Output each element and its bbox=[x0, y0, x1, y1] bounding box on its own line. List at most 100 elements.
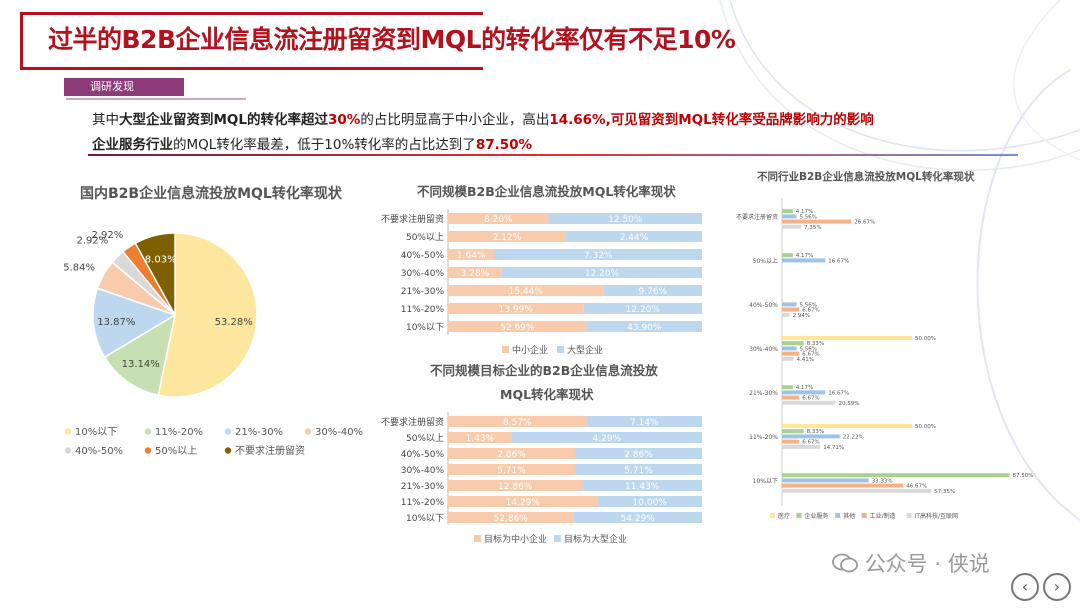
bar-IT高科技/互联网 bbox=[782, 400, 836, 405]
bar-其他 bbox=[782, 214, 797, 219]
pie-slice-1 bbox=[103, 313, 177, 397]
category-label: 不要求注册留资 bbox=[381, 213, 444, 225]
bar-IT高科技/互联网 bbox=[782, 488, 932, 493]
bar-工业/制造 bbox=[782, 351, 800, 356]
legend-label: 企业服务 bbox=[804, 512, 828, 520]
pie-data-label: 8.03% bbox=[145, 254, 177, 265]
legend-marker bbox=[64, 447, 72, 454]
legend-marker bbox=[554, 535, 561, 542]
bar-segment-目标为大型企业 bbox=[597, 496, 702, 507]
pie-slice-2 bbox=[92, 287, 177, 359]
legend-label: 工业/制造 bbox=[870, 512, 896, 520]
legend-label: 医疗 bbox=[778, 512, 790, 520]
category-label: 40%-50% bbox=[401, 251, 445, 261]
category-label: 不要求注册留资 bbox=[381, 416, 444, 428]
bar-data-label: 12.20% bbox=[626, 305, 661, 315]
legend-label: 中小企业 bbox=[512, 344, 548, 355]
page-title: 过半的B2B企业信息流注册留资到MQL的转化率仅有不足10% bbox=[48, 25, 736, 54]
bar-segment-目标为中小企业 bbox=[448, 432, 512, 443]
bar-工业/制造 bbox=[782, 307, 800, 312]
category-label: 30%-40% bbox=[401, 466, 445, 476]
pie-data-label: 2.92% bbox=[92, 230, 124, 241]
legend-marker bbox=[474, 535, 481, 542]
legend-label: 其他 bbox=[843, 512, 855, 520]
bar-segment-目标为大型企业 bbox=[573, 512, 702, 523]
bar-工业/制造 bbox=[782, 395, 800, 400]
bar-其他 bbox=[782, 258, 826, 263]
bar-data-label: 8.33% bbox=[807, 429, 824, 435]
category-label: 10%以下 bbox=[753, 478, 778, 485]
bar-data-label: 5.71% bbox=[624, 466, 653, 476]
category-label: 30%-40% bbox=[401, 269, 445, 279]
bar-其他 bbox=[782, 346, 797, 351]
bar-企业服务 bbox=[782, 341, 804, 346]
bar-segment-目标为大型企业 bbox=[582, 480, 702, 491]
bar-data-label: 11.43% bbox=[625, 482, 660, 492]
bar-data-label: 54.29% bbox=[621, 514, 656, 524]
prev-page-button[interactable]: ‹ bbox=[1011, 573, 1039, 601]
bar-segment-大型企业 bbox=[603, 285, 702, 296]
wechat-icon bbox=[832, 552, 858, 574]
summary-bold: 大型企业留资到MQL的转化率超过 bbox=[119, 112, 329, 128]
pie-data-label: 5.84% bbox=[63, 263, 95, 274]
legend-label: 11%-20% bbox=[155, 427, 203, 438]
category-label: 40%-50% bbox=[749, 302, 778, 309]
bar-segment-大型企业 bbox=[586, 321, 702, 332]
bar-data-label: 4.17% bbox=[796, 209, 813, 215]
industry-bar-chart: 不要求注册留资4.17%5.56%26.67%7.35%50%以上4.17%16… bbox=[736, 198, 1034, 520]
bar-IT高科技/互联网 bbox=[782, 444, 821, 449]
bar-data-label: 16.67% bbox=[828, 390, 849, 396]
bar-企业服务 bbox=[782, 473, 1010, 478]
bar-data-label: 14.29% bbox=[506, 498, 541, 508]
bar-data-label: 2.86% bbox=[497, 450, 526, 460]
legend-label: 大型企业 bbox=[567, 344, 603, 355]
bar-segment-目标为大型企业 bbox=[511, 432, 702, 443]
bar-医疗 bbox=[782, 424, 912, 428]
legend-marker bbox=[224, 447, 232, 454]
pie-slice-0 bbox=[157, 232, 258, 398]
category-label: 21%-30% bbox=[401, 287, 445, 297]
bar-data-label: 3.28% bbox=[461, 269, 490, 279]
bar-data-label: 20.59% bbox=[839, 401, 860, 407]
bar-segment-大型企业 bbox=[501, 267, 702, 278]
bar-企业服务 bbox=[782, 429, 804, 434]
summary-highlight: 87.50% bbox=[475, 137, 533, 153]
summary-text: 的占比明显高于中小企业，高出 bbox=[360, 112, 550, 128]
bar-segment-中小企业 bbox=[448, 213, 549, 224]
bar-工业/制造 bbox=[782, 219, 852, 224]
bar-工业/制造 bbox=[782, 439, 800, 444]
size-bar-chart: 不要求注册留资 8.20% 12.50% 50%以上 2.12% 2.44% 40%-50%… bbox=[381, 209, 702, 355]
target-bar-chart: 不要求注册留资 8.57% 7.14% 50%以上 1.43% 4.29% 40%-50% 2… bbox=[381, 412, 702, 545]
legend-marker bbox=[64, 428, 72, 435]
bar-其他 bbox=[782, 478, 869, 483]
bar-data-label: 2.44% bbox=[620, 233, 649, 243]
bar-data-label: 16.67% bbox=[828, 258, 849, 264]
bar-data-label: 87.50% bbox=[1013, 473, 1034, 479]
bar-data-label: 12.86% bbox=[498, 482, 533, 492]
bar-data-label: 13.99% bbox=[499, 305, 534, 315]
bar-其他 bbox=[782, 302, 797, 307]
summary-line-2: 企业服务行业的MQL转化率最差，低于10%转化率的占比达到了87.50% bbox=[92, 133, 532, 153]
bar-data-label: 52.69% bbox=[500, 323, 535, 333]
bar-企业服务 bbox=[782, 253, 793, 258]
bar-segment-目标为大型企业 bbox=[575, 448, 702, 459]
legend-marker bbox=[502, 346, 509, 353]
bar-data-label: 14.71% bbox=[823, 445, 844, 451]
legend-label: 30%-40% bbox=[315, 427, 363, 438]
summary-highlight: 14.66% bbox=[549, 112, 606, 128]
bar-segment-目标为中小企业 bbox=[448, 496, 598, 507]
category-label: 50%以上 bbox=[406, 433, 444, 444]
category-label: 10%以下 bbox=[406, 323, 444, 333]
decorative-arcs bbox=[719, 0, 1080, 521]
bar-segment-中小企业 bbox=[448, 231, 567, 242]
bar-segment-大型企业 bbox=[566, 231, 702, 242]
legend-label: IT高科技/互联网 bbox=[915, 512, 958, 520]
bar-data-label: 1.64% bbox=[457, 251, 486, 261]
legend-marker bbox=[144, 428, 152, 435]
bar-data-label: 15.44% bbox=[509, 287, 544, 297]
summary-text: 其中 bbox=[92, 112, 119, 128]
legend-marker bbox=[835, 513, 841, 518]
legend-label: 目标为中小企业 bbox=[484, 533, 547, 545]
next-page-button[interactable]: › bbox=[1043, 573, 1071, 601]
pie-data-label: 2.92% bbox=[77, 236, 109, 247]
